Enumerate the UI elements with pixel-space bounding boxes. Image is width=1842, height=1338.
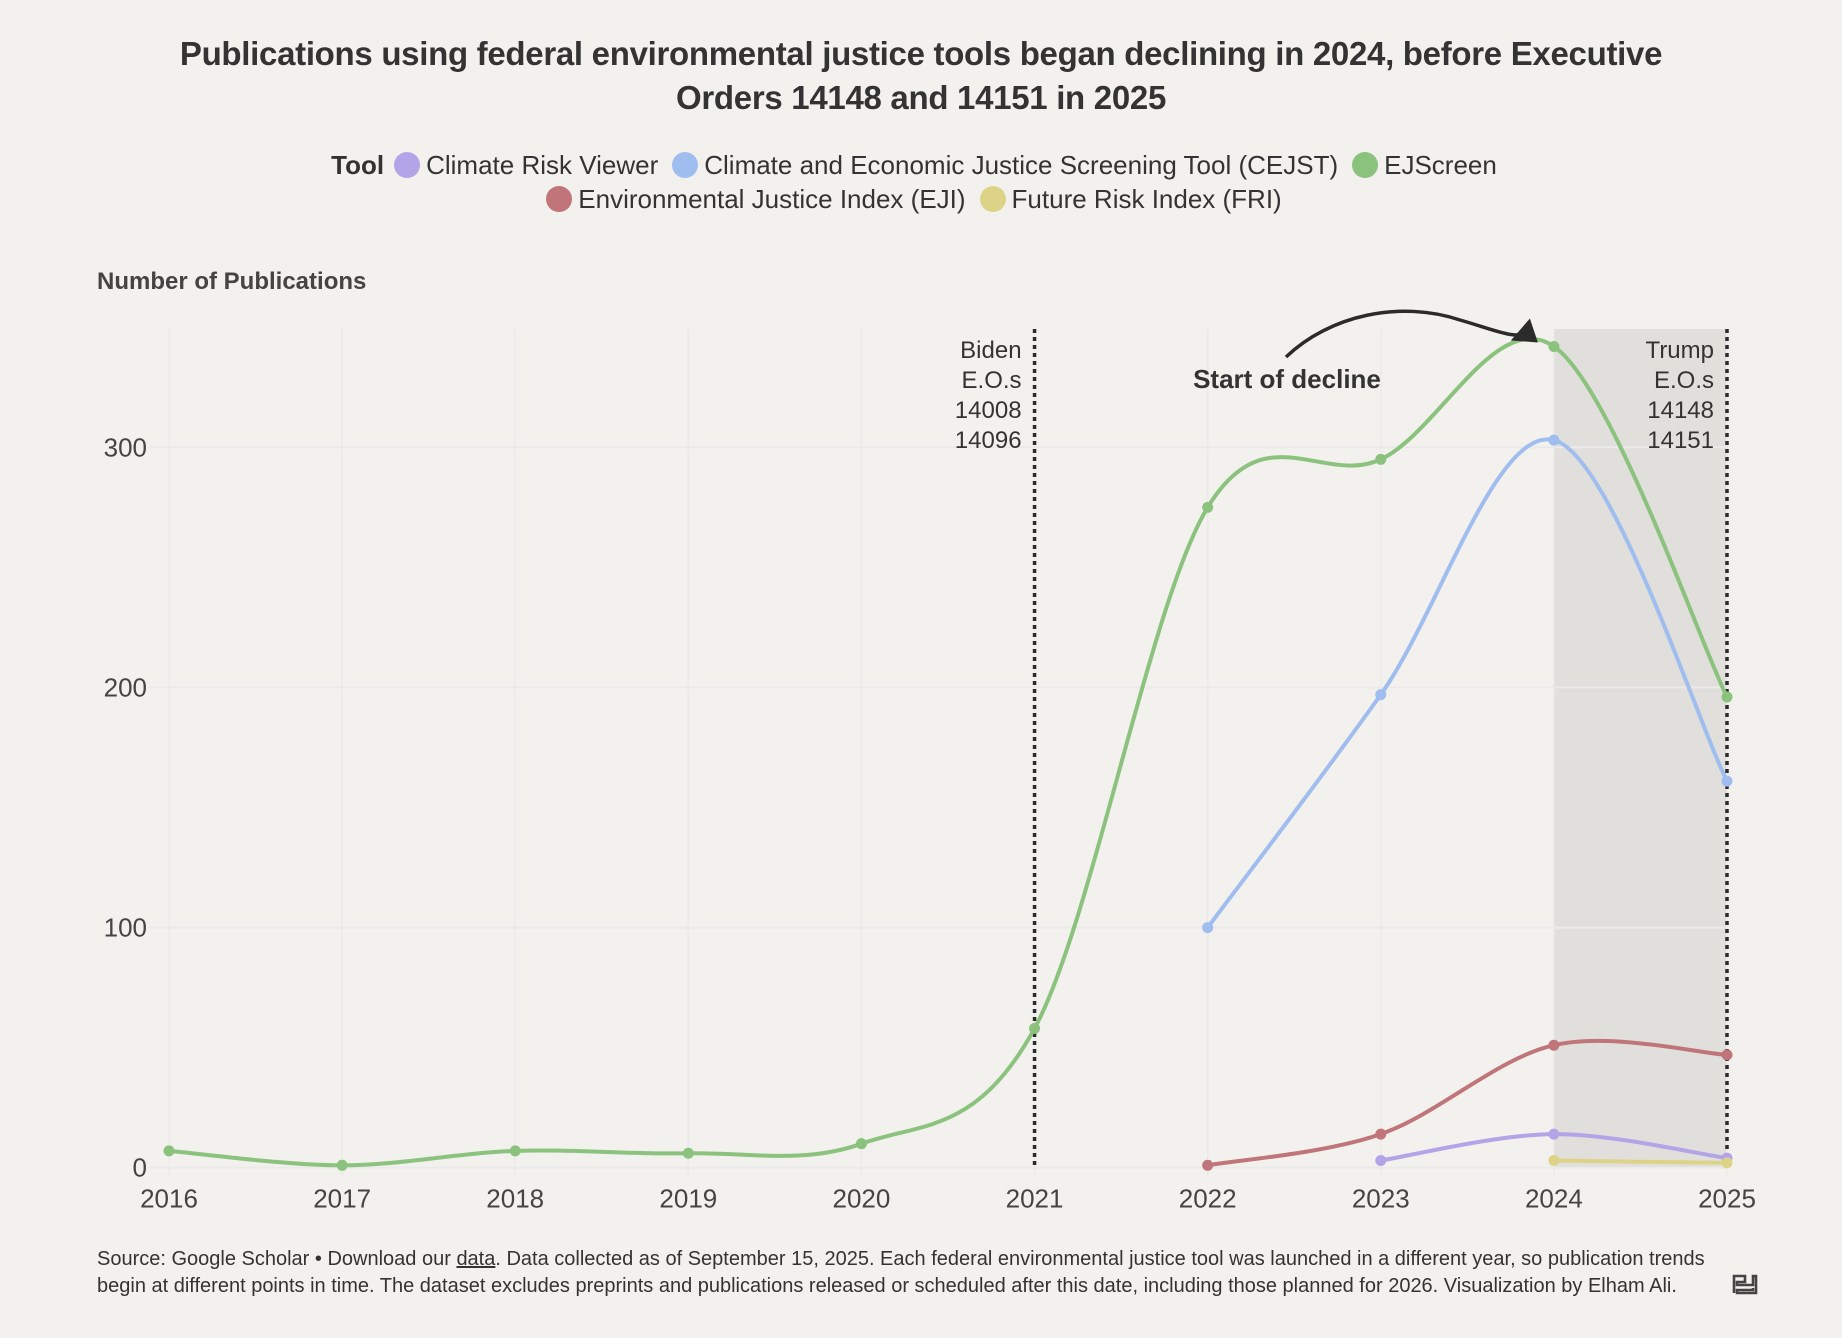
annotation-arrow-line — [1284, 309, 1531, 359]
footer-description: . Data collected as of September 15, 202… — [97, 1248, 1705, 1297]
y-axis-label: Number of Publications — [97, 268, 367, 295]
legend-item-climate-risk-viewer[interactable]: Climate Risk Viewer — [394, 148, 658, 182]
annotation-arrowhead-icon — [1510, 318, 1538, 343]
data-point-ejscreen — [509, 1145, 521, 1157]
x-tick-label: 2025 — [1698, 1184, 1756, 1214]
x-tick-label: 2021 — [1006, 1184, 1064, 1214]
footer-source: Source: Google Scholar • Download our — [97, 1248, 457, 1270]
x-tick-label: 2019 — [659, 1184, 717, 1214]
data-point-ejscreen — [1202, 501, 1214, 513]
y-axis-ticks: 0 100 200 300 — [104, 432, 147, 1182]
legend-label: EJScreen — [1384, 150, 1497, 180]
annotation-vline-text: 14148 — [1647, 397, 1714, 424]
annotation-vline-text: E.O.s — [962, 367, 1022, 394]
legend-label: Climate Risk Viewer — [426, 150, 659, 180]
legend-swatch-icon — [1352, 152, 1379, 178]
y-tick-label: 300 — [104, 432, 147, 462]
x-tick-label: 2023 — [1352, 1184, 1410, 1214]
legend-label: Climate and Economic Justice Screening T… — [704, 150, 1339, 180]
annotation-vline-text: 14096 — [955, 427, 1022, 454]
series-line-ejscreen — [167, 336, 1729, 1168]
data-point-environmental-justice-index-eji — [1548, 1039, 1560, 1051]
legend-swatch-icon — [394, 152, 421, 178]
footer-note: Source: Google Scholar • Download our da… — [97, 1246, 1717, 1300]
legend-item-ejscreen[interactable]: EJScreen — [1352, 148, 1497, 182]
data-point-ejscreen — [336, 1159, 348, 1171]
data-point-ejscreen — [1721, 691, 1733, 703]
data-point-environmental-justice-index-eji — [1721, 1049, 1733, 1061]
chart-title-line-2: Orders 14148 and 14151 in 2025 — [676, 79, 1166, 116]
annotation-vline-text: 14008 — [955, 397, 1022, 424]
annotation-start-of-decline: Start of decline — [1193, 364, 1381, 394]
x-tick-label: 2020 — [833, 1184, 891, 1214]
legend-title: Tool — [331, 150, 385, 180]
shaded-region-layer — [1553, 329, 1727, 1168]
series-line-future-risk-index-fri — [1551, 1158, 1729, 1165]
data-point-environmental-justice-index-eji — [1202, 1159, 1214, 1171]
data-point-climate-and-economic-justice-screening-tool-cejst — [1548, 434, 1560, 446]
chart-title: Publications using federal environmental… — [0, 32, 1842, 120]
legend-item-eji[interactable]: Environmental Justice Index (EJI) — [546, 182, 966, 216]
data-point-environmental-justice-index-eji — [1375, 1128, 1387, 1140]
y-tick-label: 0 — [133, 1153, 147, 1183]
annotation-vline-text: 14151 — [1647, 427, 1714, 454]
x-tick-label: 2016 — [140, 1184, 198, 1214]
shaded-region — [1553, 329, 1727, 1168]
x-tick-label: 2022 — [1179, 1184, 1237, 1214]
data-point-ejscreen — [1029, 1022, 1041, 1034]
legend-row-2: Environmental Justice Index (EJI) Future… — [0, 182, 1842, 216]
series-lines — [167, 336, 1729, 1168]
data-point-ejscreen — [1548, 340, 1560, 352]
legend-item-fri[interactable]: Future Risk Index (FRI) — [979, 182, 1282, 216]
gridlines — [149, 329, 1728, 1176]
chart-title-line-1: Publications using federal environmental… — [179, 35, 1663, 72]
data-point-climate-risk-viewer — [1548, 1128, 1560, 1140]
annotation-vline-text: Trump — [1646, 337, 1714, 364]
data-download-link[interactable]: data — [456, 1248, 496, 1270]
legend-label: Environmental Justice Index (EJI) — [578, 184, 966, 214]
x-tick-label: 2018 — [486, 1184, 544, 1214]
data-point-climate-risk-viewer — [1375, 1154, 1387, 1166]
data-point-ejscreen — [163, 1145, 175, 1157]
data-point-ejscreen — [855, 1138, 867, 1150]
legend-swatch-icon — [546, 186, 573, 212]
data-point-climate-and-economic-justice-screening-tool-cejst — [1721, 775, 1733, 787]
data-point-ejscreen — [1375, 453, 1387, 465]
x-tick-label: 2024 — [1525, 1184, 1583, 1214]
legend-row-1: Tool Climate Risk Viewer Climate and Eco… — [0, 148, 1842, 182]
annotation-vline-text: Biden — [960, 337, 1021, 364]
series-points — [163, 340, 1733, 1171]
legend: Tool Climate Risk Viewer Climate and Eco… — [0, 148, 1842, 216]
legend-swatch-icon — [672, 152, 699, 178]
y-tick-label: 200 — [104, 672, 147, 702]
annotations: Biden E.O.s 14008 14096 Trump E.O.s 14148 14151… — [955, 309, 1714, 454]
datawrapper-logo-icon[interactable] — [1731, 1273, 1759, 1295]
y-tick-label: 100 — [104, 913, 147, 943]
x-tick-label: 2017 — [313, 1184, 371, 1214]
series-line-climate-and-economic-justice-screening-tool-cejst — [1205, 437, 1729, 930]
data-point-future-risk-index-fri — [1548, 1154, 1560, 1166]
annotation-vline-text: E.O.s — [1654, 367, 1714, 394]
data-point-ejscreen — [682, 1147, 694, 1159]
data-point-climate-and-economic-justice-screening-tool-cejst — [1375, 689, 1387, 701]
data-point-future-risk-index-fri — [1721, 1157, 1733, 1169]
x-axis-ticks: 2016 2017 2018 2019 2020 2021 2022 2023 2024 2025 — [140, 1184, 1756, 1214]
legend-item-cejst[interactable]: Climate and Economic Justice Screening T… — [672, 148, 1338, 182]
series-line-environmental-justice-index-eji — [1205, 1038, 1729, 1168]
data-point-climate-and-economic-justice-screening-tool-cejst — [1202, 922, 1214, 934]
legend-label: Future Risk Index (FRI) — [1011, 184, 1282, 214]
legend-swatch-icon — [979, 186, 1006, 212]
